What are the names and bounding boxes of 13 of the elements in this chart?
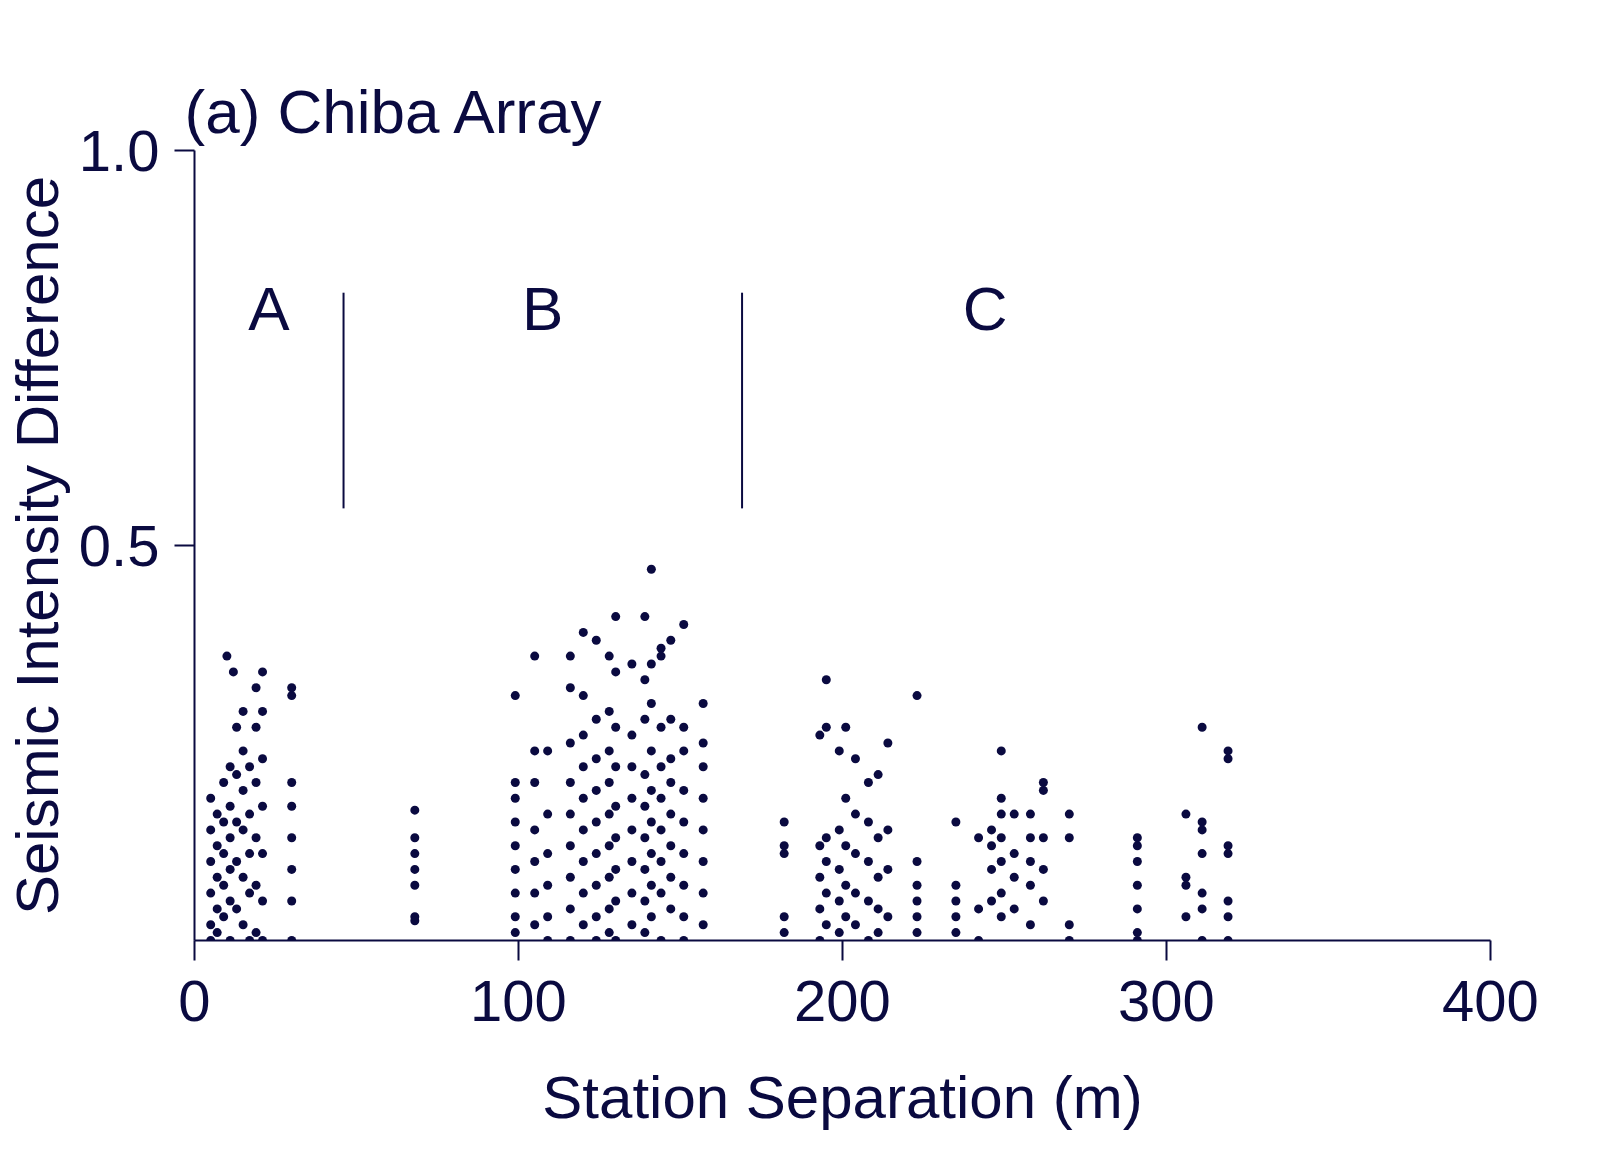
x-tick-label: 400: [1442, 967, 1539, 1033]
y-tick-label: 0.5: [78, 512, 160, 578]
annotation: A: [248, 274, 291, 343]
x-axis-title: Station Separation (m): [542, 1063, 1143, 1131]
annotation: B: [522, 274, 564, 343]
chart-title: (a) Chiba Array: [184, 76, 602, 146]
annotation: C: [962, 274, 1008, 343]
y-axis-title: Seismic Intensity Difference: [3, 175, 71, 916]
x-tick-label: 100: [470, 967, 567, 1033]
y-tick-label: 1.0: [78, 117, 160, 183]
x-tick-label: 200: [794, 967, 891, 1033]
x-tick-label: 0: [178, 967, 211, 1033]
x-tick-label: 300: [1118, 967, 1215, 1033]
